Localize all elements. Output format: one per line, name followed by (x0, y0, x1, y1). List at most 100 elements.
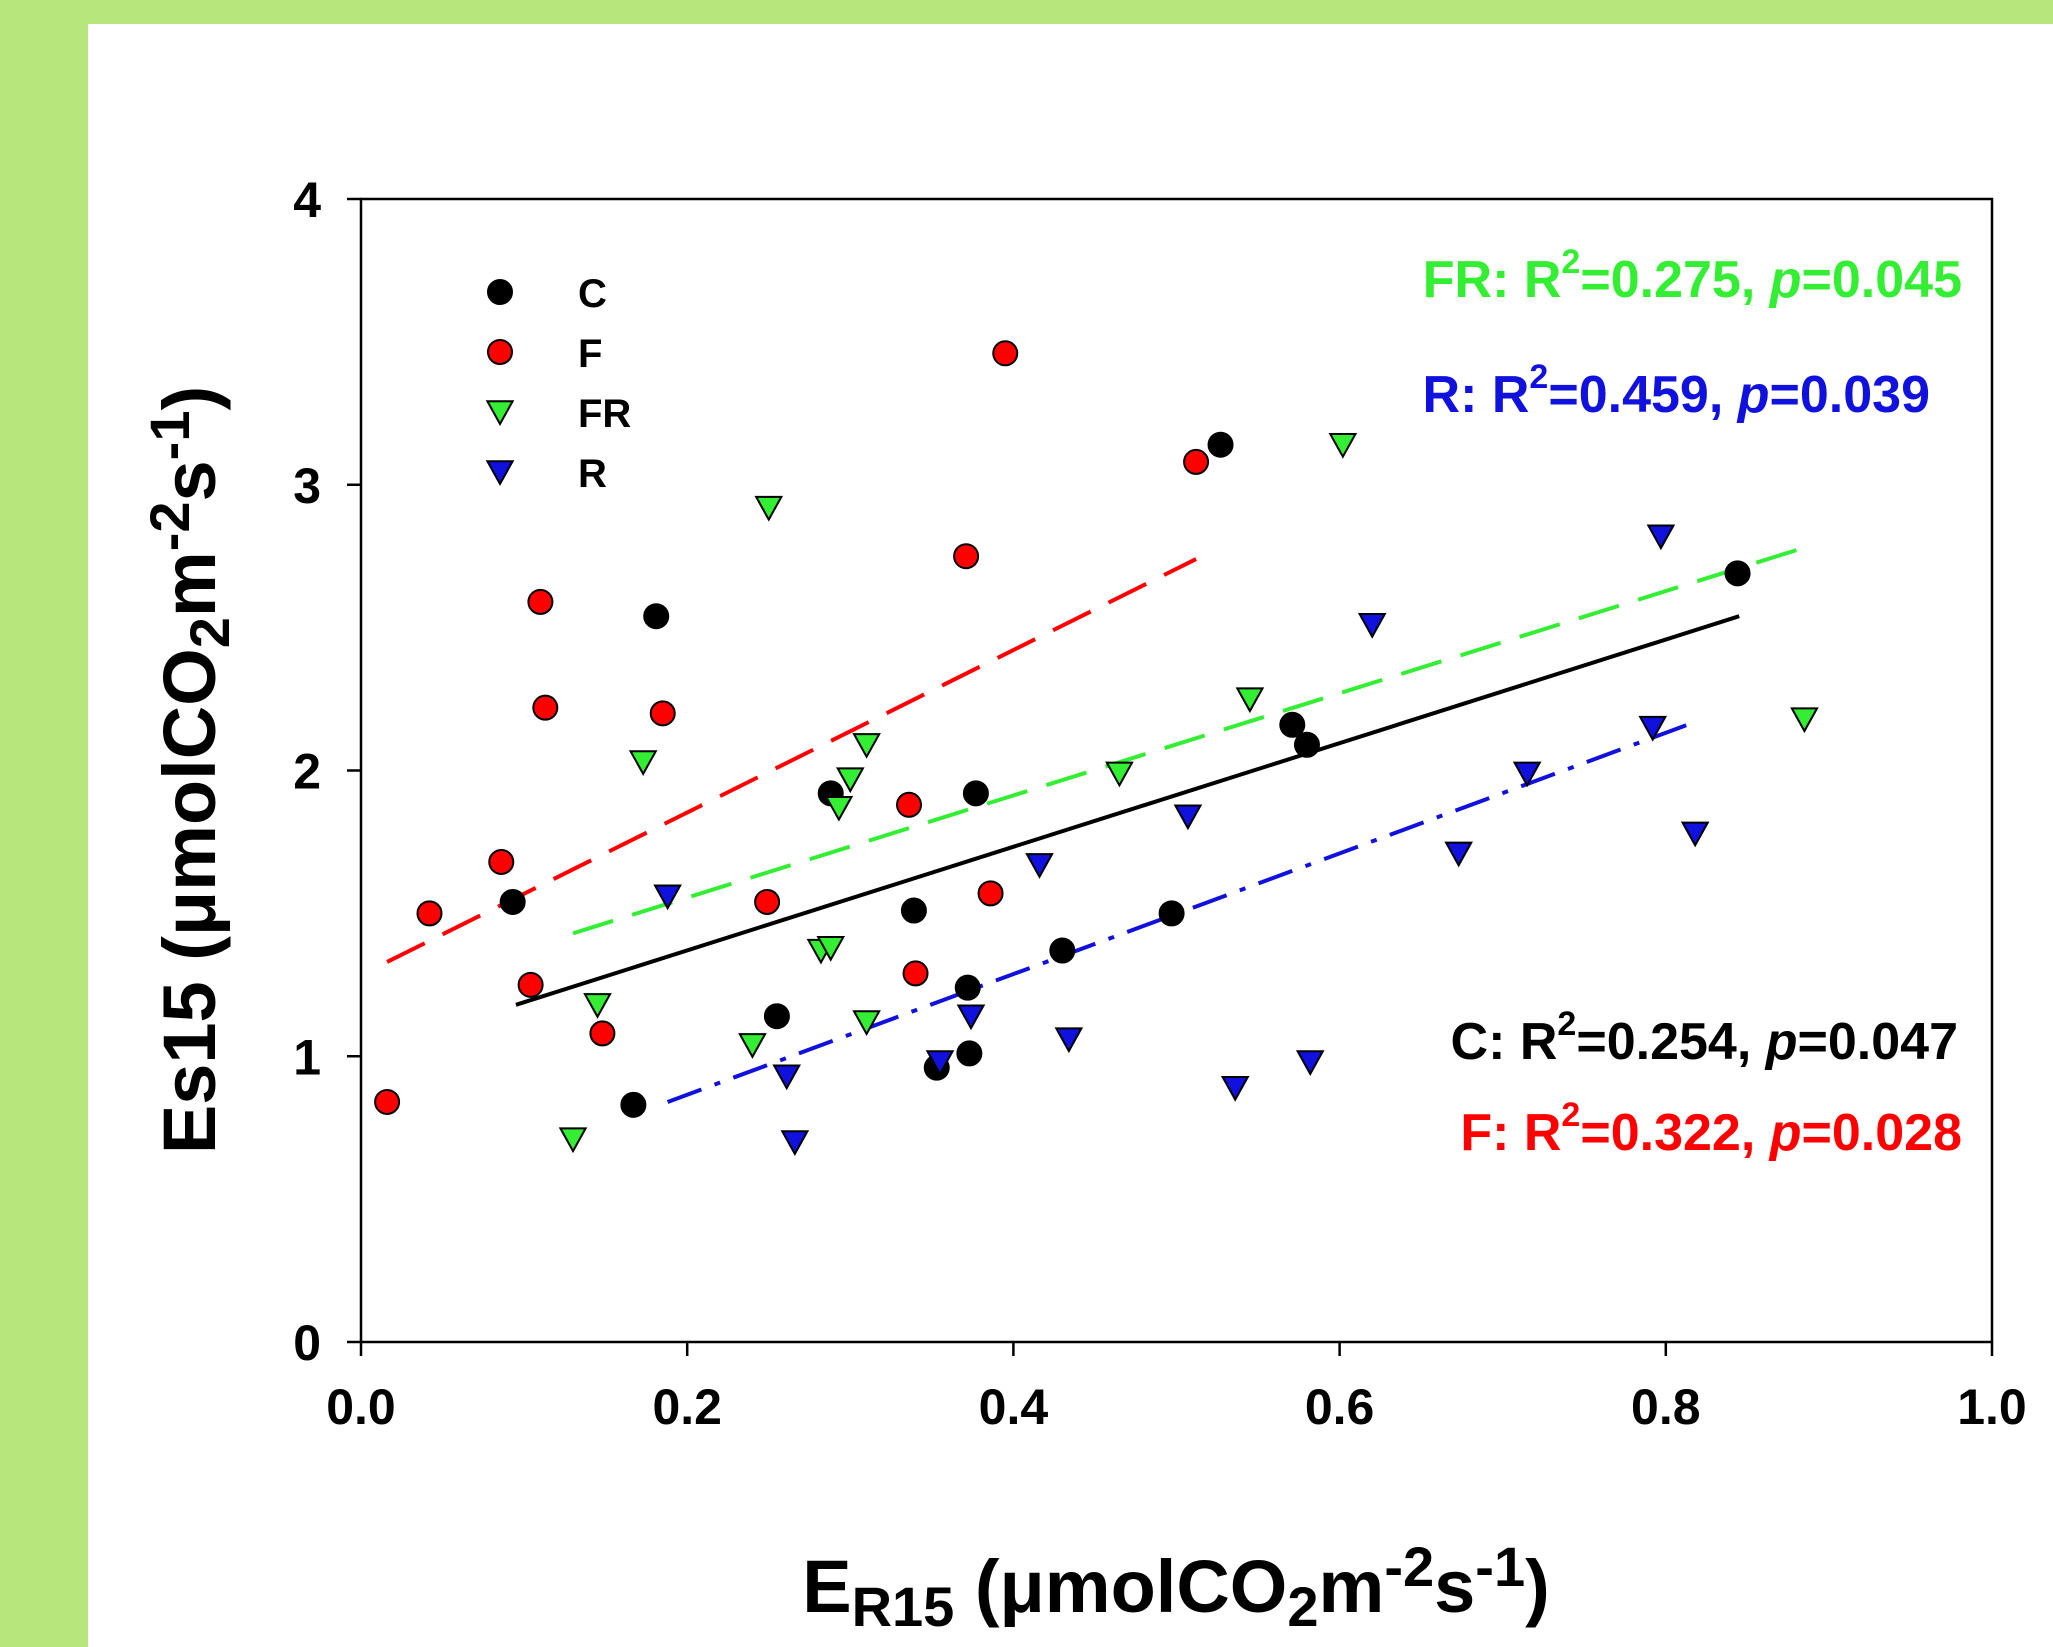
y-tick-label: 4 (293, 172, 321, 228)
point-fr (1328, 433, 1358, 459)
point-f (992, 340, 1019, 367)
fit-line-fr (572, 545, 1806, 936)
stat-c: C: R2=0.254, p=0.047 (1451, 1005, 1958, 1071)
y-axis-label-sup2: -1 (138, 411, 201, 461)
point-fr (1105, 761, 1134, 788)
point-r (1357, 613, 1387, 639)
legend: CF FR R (485, 272, 631, 496)
point-fr (836, 767, 865, 794)
point-f (977, 880, 1004, 907)
fit-line-r (666, 720, 1696, 1104)
point-r (1173, 804, 1203, 831)
point-r (1295, 1050, 1325, 1076)
point-fr (754, 495, 784, 522)
point-c (1158, 900, 1185, 927)
point-fr (852, 1010, 881, 1036)
point-f (754, 888, 781, 915)
point-r (1512, 761, 1542, 788)
legend-label-f: F (578, 332, 602, 376)
point-c (763, 1003, 790, 1030)
point-r (653, 884, 682, 911)
point-c (1207, 431, 1234, 458)
legend-marker-fr (485, 400, 515, 427)
point-f (896, 791, 923, 818)
x-tick-label: 1.0 (1957, 1379, 2027, 1435)
y-axis-label-unit-sub: 2 (178, 617, 241, 648)
y-axis-label-unit-close: ) (148, 386, 231, 411)
legend-label-c: C (578, 272, 607, 316)
point-f (953, 543, 980, 570)
point-c (620, 1091, 647, 1118)
point-fr (816, 935, 846, 962)
y-axis-ticks: 0 1 2 3 4 (293, 172, 361, 1371)
x-axis-label-sub: R15 (852, 1575, 955, 1638)
x-axis-label-unit-sub: 2 (1287, 1575, 1318, 1638)
point-c (900, 897, 927, 924)
point-c (956, 1040, 983, 1067)
point-r (1646, 524, 1676, 551)
x-axis-label: ER15 (μmolCO2m-2s-1) (802, 1535, 1550, 1638)
x-tick-label: 0.6 (1305, 1379, 1375, 1435)
x-axis-label-main: E (802, 1545, 851, 1628)
regression-stats: C: R2=0.254, p=0.047 F: R2=0.322, p=0.028… (1423, 243, 1962, 1162)
point-f (374, 1088, 401, 1115)
point-f (527, 588, 554, 615)
legend-marker-f (487, 339, 513, 365)
point-f (517, 971, 544, 998)
y-axis-label-main: Es15 (148, 981, 231, 1154)
x-axis-label-sup2: -1 (1475, 1535, 1525, 1598)
point-r (1444, 841, 1473, 868)
point-r (1025, 853, 1054, 879)
y-axis-label-unit-open: (μmolCO (148, 648, 231, 981)
fit-line-c (515, 614, 1740, 1007)
point-c (499, 888, 526, 915)
y-tick-label: 2 (293, 744, 321, 800)
point-fr (1235, 687, 1265, 714)
point-fr (558, 1127, 588, 1154)
x-axis-label-unit-close: ) (1525, 1545, 1550, 1628)
point-c (1049, 937, 1076, 964)
point-fr (583, 993, 612, 1019)
point-r (1680, 821, 1710, 848)
stat-fr: FR: R2=0.275, p=0.045 (1423, 243, 1962, 309)
point-f (532, 694, 559, 721)
y-axis-label-sup1: -2 (138, 501, 201, 551)
legend-marker-c (487, 279, 513, 305)
y-axis-label-unit-m: m (148, 551, 231, 617)
point-fr (738, 1033, 767, 1059)
legend-label-fr: FR (578, 392, 631, 436)
point-fr (1790, 707, 1819, 734)
point-r (925, 1050, 955, 1076)
x-axis-label-unit-s: s (1434, 1545, 1475, 1628)
y-tick-label: 3 (293, 458, 321, 514)
x-axis-label-unit-open: (μmolCO (954, 1545, 1287, 1628)
x-tick-label: 0.2 (652, 1379, 722, 1435)
point-c (962, 780, 989, 807)
x-tick-label: 0.8 (1631, 1379, 1701, 1435)
point-f (1183, 448, 1210, 475)
point-fr (628, 750, 658, 776)
x-axis-ticks: 0.0 0.2 0.4 0.6 0.8 1.0 (326, 1342, 2027, 1435)
data-points (374, 340, 1819, 1157)
point-f (902, 960, 929, 987)
stat-r: R: R2=0.459, p=0.039 (1423, 358, 1930, 424)
point-f (649, 700, 676, 727)
point-r (780, 1130, 810, 1157)
x-tick-label: 0.0 (326, 1379, 396, 1435)
point-fr (824, 795, 854, 822)
point-c (1724, 560, 1751, 587)
y-axis-label-unit-s: s (148, 460, 231, 501)
legend-marker-r (485, 460, 515, 487)
plot-panel (88, 24, 2053, 1647)
point-f (589, 1020, 616, 1047)
y-tick-label: 1 (293, 1029, 321, 1085)
stat-f: F: R2=0.322, p=0.028 (1460, 1096, 1962, 1162)
y-axis-label: Es15 (μmolCO2m-2s-1) (138, 386, 241, 1154)
point-c (954, 974, 981, 1001)
y-tick-label: 0 (293, 1315, 321, 1371)
point-c (1293, 731, 1320, 758)
legend-label-r: R (578, 452, 607, 496)
point-fr (852, 733, 881, 759)
point-f (488, 848, 515, 875)
